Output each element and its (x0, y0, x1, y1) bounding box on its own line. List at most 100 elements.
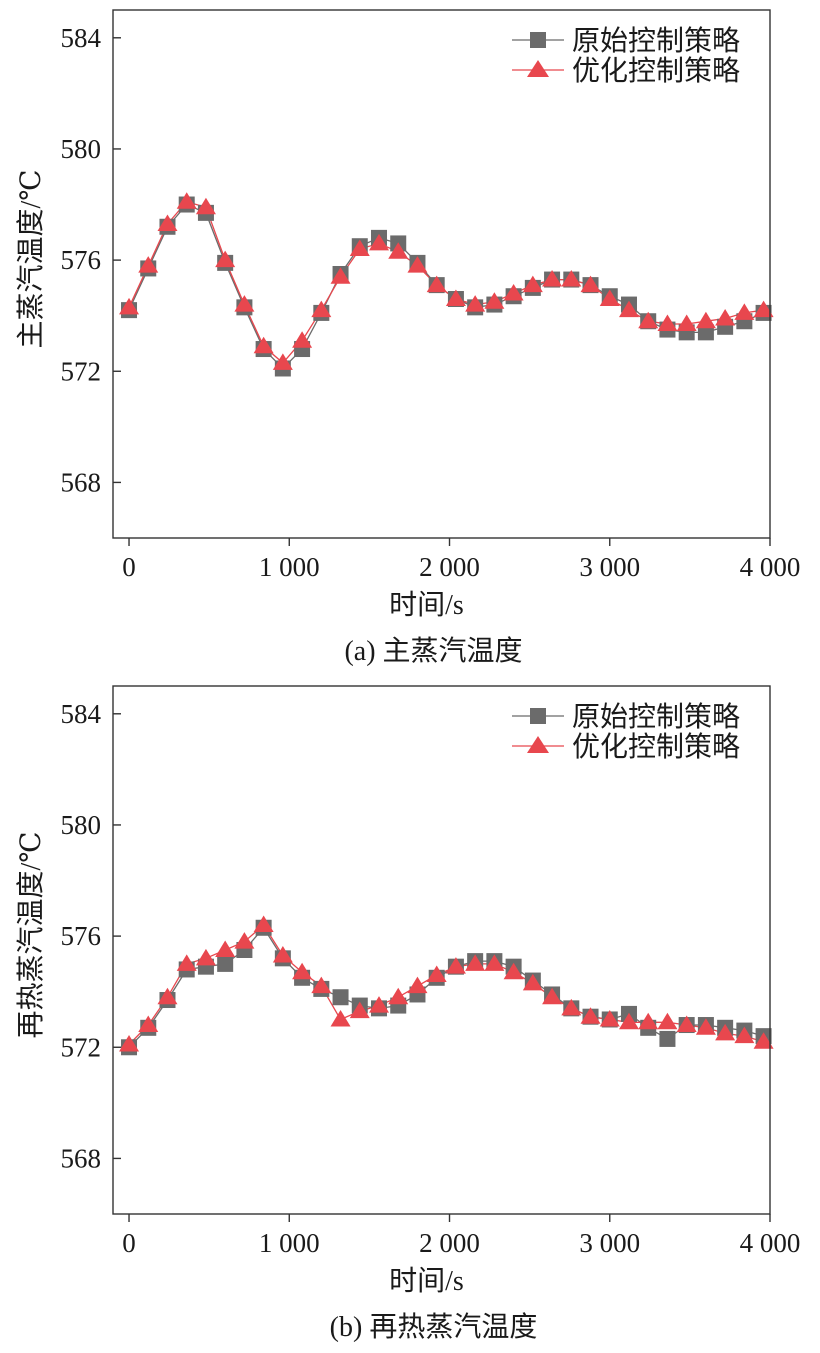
main-steam-optimized-point (330, 267, 351, 284)
main-steam-optimized-point (561, 270, 582, 287)
reheat-steam-plot-frame (112, 685, 771, 1215)
main-steam-optimized-point (580, 275, 601, 293)
main-steam-y-axis-label: 主蒸汽温度/℃ (15, 169, 47, 348)
reheat-steam-chart-caption: (b) 再热蒸汽温度 (330, 1311, 538, 1343)
reheat-steam-legend-label-original: 原始控制策略 (572, 701, 740, 733)
main-steam-optimized-point (253, 336, 274, 354)
reheat-steam-y-axis-label: 再热蒸汽温度/℃ (15, 831, 47, 1038)
reheat-steam-optimized-point (253, 915, 274, 932)
reheat-steam-optimized-point (292, 962, 313, 980)
main-steam-optimized-point (176, 192, 197, 209)
main-steam-optimized-point (407, 256, 428, 273)
main-steam-optimized-point (465, 295, 486, 312)
reheat-steam-optimized-point (445, 957, 466, 974)
main-steam-optimized-point (542, 270, 563, 287)
reheat-steam-optimized-point (695, 1018, 716, 1035)
main-steam-optimized-point (445, 289, 466, 307)
main-steam-series-line-optimized (128, 200, 764, 364)
reheat-steam-x-tick-label: 2 000 (419, 1228, 480, 1258)
reheat-steam-x-tick-label: 3 000 (579, 1228, 640, 1258)
reheat-steam-optimized-point (676, 1015, 697, 1033)
main-steam-optimized-point (753, 300, 774, 318)
main-steam-x-tick-label: 2 000 (419, 552, 480, 582)
reheat-steam-original-point (659, 1030, 676, 1047)
reheat-steam-y-tick-label: 568 (61, 1143, 102, 1173)
reheat-steam-optimized-point (522, 973, 543, 991)
main-steam-optimized-point (215, 250, 236, 268)
reheat-steam-x-tick-label: 4 000 (740, 1228, 801, 1258)
reheat-steam-optimized-point (369, 996, 390, 1013)
main-steam-chart-caption: (a) 主蒸汽温度 (344, 635, 522, 667)
reheat-steam-temperature-chart: 0 1 000 2 000 3 000 4 000 568 572 576 580 584 时间/s… (15, 685, 801, 1343)
reheat-steam-optimized-point (561, 998, 582, 1016)
main-steam-optimized-point (369, 233, 390, 251)
main-steam-legend-label-optimized: 优化控制策略 (572, 55, 740, 87)
reheat-steam-y-tick-label: 576 (61, 921, 102, 951)
main-steam-y-tick-label: 568 (61, 467, 102, 497)
reheat-steam-optimized-point (426, 965, 447, 983)
reheat-steam-y-tick-label: 584 (61, 699, 102, 729)
main-steam-legend-marker-optimized (527, 60, 549, 77)
reheat-steam-optimized-point (119, 1034, 140, 1052)
main-steam-optimized-point (138, 256, 159, 273)
main-steam-optimized-point (638, 311, 659, 329)
main-steam-y-tick-label: 580 (61, 134, 102, 164)
reheat-steam-optimized-point (330, 1009, 351, 1027)
main-steam-optimized-point (426, 275, 447, 293)
reheat-steam-optimized-point (580, 1007, 601, 1024)
reheat-steam-optimized-point (542, 987, 563, 1005)
reheat-steam-optimized-point (407, 976, 428, 994)
main-steam-series-line-original (128, 203, 764, 370)
main-steam-optimized-point (484, 292, 505, 309)
main-steam-x-axis-label: 时间/s (389, 589, 464, 621)
main-steam-optimized-point (695, 311, 716, 329)
reheat-steam-legend-marker-optimized (527, 736, 549, 753)
main-steam-temperature-chart: 0 1 000 2 000 3 000 4 000 568 572 576 580 584 时间/s… (15, 9, 801, 667)
main-steam-optimized-point (522, 275, 543, 293)
reheat-steam-optimized-point (638, 1012, 659, 1030)
reheat-steam-optimized-point (311, 976, 332, 994)
main-steam-optimized-point (599, 289, 620, 307)
main-steam-y-tick-label: 584 (61, 23, 102, 53)
main-steam-optimized-point (676, 314, 697, 332)
main-steam-legend-marker-original (530, 32, 546, 48)
reheat-steam-optimized-point (618, 1012, 639, 1030)
main-steam-optimized-point (715, 308, 736, 326)
main-steam-optimized-point (349, 239, 370, 256)
main-steam-optimized-point (388, 242, 409, 259)
main-steam-optimized-point (292, 331, 313, 348)
reheat-steam-optimized-point (349, 1001, 370, 1019)
main-steam-optimized-point (618, 300, 639, 318)
main-steam-optimized-point (657, 314, 678, 332)
reheat-steam-optimized-point (272, 946, 293, 963)
main-steam-original-point (697, 324, 714, 341)
reheat-steam-optimized-point (503, 962, 524, 980)
main-steam-x-tick-label: 1 000 (259, 552, 320, 582)
reheat-steam-optimized-point (734, 1026, 755, 1044)
reheat-steam-series-line-optimized (128, 924, 764, 1045)
chart-panel-main-steam: 0 1 000 2 000 3 000 4 000 568 572 576 580 584 时间/s… (0, 0, 820, 676)
reheat-steam-optimized-point (388, 987, 409, 1005)
reheat-steam-optimized-point (715, 1023, 736, 1041)
reheat-steam-y-tick-label: 572 (61, 1032, 102, 1062)
reheat-steam-optimized-point (234, 932, 255, 949)
reheat-steam-original-point (332, 989, 349, 1006)
reheat-steam-optimized-point (599, 1009, 620, 1027)
reheat-steam-optimized-point (657, 1012, 678, 1030)
main-steam-y-tick-label: 572 (61, 356, 102, 386)
main-steam-optimized-point (157, 214, 178, 231)
main-steam-optimized-point (734, 303, 755, 320)
reheat-steam-optimized-point (195, 948, 216, 966)
main-steam-optimized-point (119, 297, 140, 315)
reheat-steam-optimized-point (215, 940, 236, 957)
main-steam-x-tick-label: 0 (122, 552, 136, 582)
main-steam-legend-label-original: 原始控制策略 (572, 25, 740, 57)
reheat-steam-x-tick-label: 0 (122, 1228, 136, 1258)
reheat-steam-legend-label-optimized: 优化控制策略 (572, 731, 740, 763)
chart-panel-reheat-steam: 0 1 000 2 000 3 000 4 000 568 572 576 580 584 时间/s… (0, 676, 820, 1353)
reheat-steam-optimized-point (484, 954, 505, 971)
reheat-steam-optimized-point (157, 987, 178, 1005)
reheat-steam-x-tick-label: 1 000 (259, 1228, 320, 1258)
reheat-steam-legend-marker-original (530, 708, 546, 724)
main-steam-x-tick-label: 4 000 (740, 552, 801, 582)
